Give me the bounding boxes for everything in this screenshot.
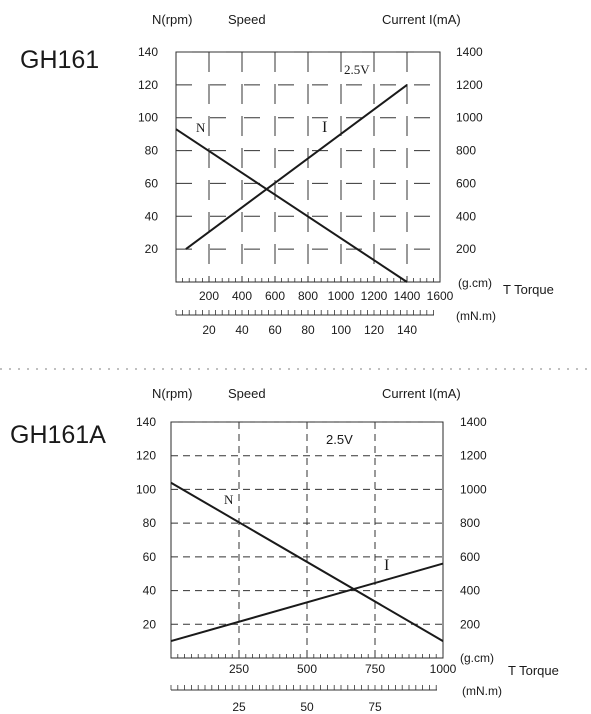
left-tick-label: 40 [145, 209, 159, 223]
x-tick-label-primary: 800 [298, 289, 318, 303]
voltage-label: 2.5V [344, 62, 370, 77]
left-axis-label: N(rpm) [152, 12, 192, 27]
x-axis-primary: 200 400 600 800 1000 1200 1400 1600 [175, 278, 454, 303]
right-tick-label: 1400 [456, 45, 483, 59]
right-tick-label: 1400 [460, 415, 487, 429]
right-tick-label: 400 [460, 584, 480, 598]
x-tick-label-secondary: 40 [235, 323, 249, 337]
left-tick-label: 120 [136, 449, 156, 463]
x-tick-label-primary: 250 [229, 662, 249, 676]
right-axis-label: Current I(mA) [382, 386, 461, 401]
right-tick-label: 400 [456, 209, 476, 223]
left-tick-label: 120 [138, 78, 158, 92]
x-unit-primary: (g.cm) [458, 276, 492, 290]
voltage-label: 2.5V [326, 432, 353, 447]
x-tick-label-primary: 1200 [361, 289, 388, 303]
series-line-i [185, 84, 408, 250]
series-label-n: N [224, 492, 234, 507]
right-tick-label: 1200 [456, 78, 483, 92]
x-tick-label-primary: 1000 [328, 289, 355, 303]
x-tick-label-secondary: 20 [202, 323, 216, 337]
x-tick-label-primary: 750 [365, 662, 385, 676]
x-axis-primary: 250 500 750 1000 [170, 654, 457, 676]
left-axis-label: N(rpm) [152, 386, 192, 401]
chart-gh161: GH161 N(rpm) Speed Current I(mA) 20 40 60 8… [20, 12, 554, 337]
x-tick-label-secondary: 75 [368, 700, 382, 714]
series-label-i: I [384, 557, 389, 574]
right-axis-ticks: 200 400 600 800 1000 1200 1400 [460, 415, 487, 631]
right-tick-label: 200 [456, 242, 476, 256]
left-tick-label: 80 [143, 516, 157, 530]
left-tick-label: 140 [138, 45, 158, 59]
x-axis-secondary: 25 50 75 [170, 685, 437, 714]
left-tick-label: 20 [143, 617, 157, 631]
left-axis-title: Speed [228, 12, 266, 27]
x-title: T Torque [508, 663, 559, 678]
x-tick-label-secondary: 60 [268, 323, 282, 337]
series-lines [170, 481, 444, 643]
right-tick-label: 1000 [456, 111, 483, 125]
left-tick-label: 100 [138, 111, 158, 125]
series-line-n [175, 128, 408, 283]
left-tick-label: 100 [136, 482, 156, 496]
x-unit-secondary: (mN.m) [462, 684, 502, 698]
x-unit-primary: (g.cm) [460, 651, 494, 665]
right-tick-label: 600 [456, 176, 476, 190]
right-tick-label: 1200 [460, 449, 487, 463]
model-name: GH161A [10, 421, 106, 449]
x-unit-secondary: (mN.m) [456, 309, 496, 323]
x-tick-label-primary: 500 [297, 662, 317, 676]
x-tick-label-primary: 400 [232, 289, 252, 303]
right-tick-label: 200 [460, 617, 480, 631]
left-tick-label: 60 [143, 550, 157, 564]
x-tick-label-primary: 600 [265, 289, 285, 303]
left-tick-label: 80 [145, 144, 159, 158]
right-axis-ticks: 200 400 600 800 1000 1200 1400 [456, 45, 483, 256]
series-lines [175, 84, 408, 283]
left-axis-ticks: 20 40 60 80 100 120 140 [136, 415, 156, 631]
x-tick-label-primary: 1600 [427, 289, 454, 303]
x-tick-label-secondary: 140 [397, 323, 417, 337]
left-tick-label: 140 [136, 415, 156, 429]
series-label-n: N [196, 120, 206, 135]
x-tick-label-primary: 1000 [430, 662, 457, 676]
x-tick-label-secondary: 50 [300, 700, 314, 714]
grid [176, 51, 440, 282]
x-tick-label-primary: 1400 [394, 289, 421, 303]
x-tick-label-primary: 200 [199, 289, 219, 303]
x-tick-label-secondary: 80 [301, 323, 315, 337]
right-axis-label: Current I(mA) [382, 12, 461, 27]
x-tick-label-secondary: 120 [364, 323, 384, 337]
left-tick-label: 60 [145, 176, 159, 190]
x-tick-label-secondary: 100 [331, 323, 351, 337]
model-name: GH161 [20, 46, 99, 74]
right-tick-label: 600 [460, 550, 480, 564]
chart-gh161a: GH161A N(rpm) Speed Current I(mA) 20 40 60… [10, 386, 559, 714]
x-title: T Torque [503, 282, 554, 297]
plot-frame [170, 421, 444, 659]
grid [171, 421, 443, 658]
left-tick-label: 40 [143, 584, 157, 598]
right-tick-label: 800 [460, 516, 480, 530]
series-line-n [170, 481, 444, 642]
right-tick-label: 1000 [460, 482, 487, 496]
left-axis-title: Speed [228, 386, 266, 401]
series-line-i [170, 562, 444, 643]
right-tick-label: 800 [456, 144, 476, 158]
left-tick-label: 20 [145, 242, 159, 256]
x-tick-label-secondary: 25 [232, 700, 246, 714]
left-axis-ticks: 20 40 60 80 100 120 140 [138, 45, 158, 256]
x-axis-secondary: 20 40 60 80 100 120 140 [175, 310, 434, 337]
series-label-i: I [322, 119, 327, 136]
